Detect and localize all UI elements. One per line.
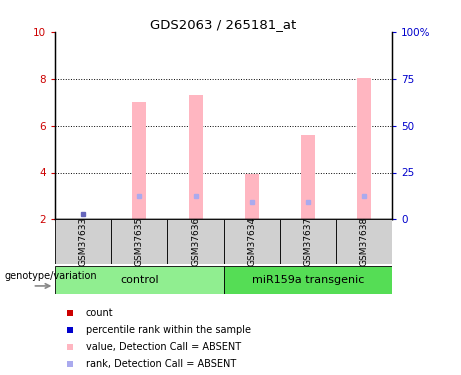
Text: GSM37633: GSM37633 <box>79 217 88 267</box>
Title: GDS2063 / 265181_at: GDS2063 / 265181_at <box>150 18 297 31</box>
Bar <box>55 219 112 264</box>
Bar <box>301 135 315 219</box>
Text: percentile rank within the sample: percentile rank within the sample <box>86 325 251 335</box>
Bar <box>357 78 371 219</box>
Bar <box>224 266 392 294</box>
Text: value, Detection Call = ABSENT: value, Detection Call = ABSENT <box>86 342 241 352</box>
Bar <box>189 95 202 219</box>
Text: miR159a transgenic: miR159a transgenic <box>252 275 364 285</box>
Bar <box>132 102 147 219</box>
Text: GSM37636: GSM37636 <box>191 217 200 267</box>
Text: GSM37638: GSM37638 <box>359 217 368 267</box>
Text: GSM37634: GSM37634 <box>247 217 256 266</box>
Bar <box>55 266 224 294</box>
Text: control: control <box>120 275 159 285</box>
Bar <box>336 219 392 264</box>
Bar <box>280 219 336 264</box>
Text: GSM37637: GSM37637 <box>303 217 312 267</box>
Text: GSM37635: GSM37635 <box>135 217 144 267</box>
Text: count: count <box>86 308 113 318</box>
Bar <box>167 219 224 264</box>
Bar <box>224 219 280 264</box>
Text: rank, Detection Call = ABSENT: rank, Detection Call = ABSENT <box>86 359 236 369</box>
Bar <box>245 174 259 219</box>
Bar <box>112 219 167 264</box>
Text: genotype/variation: genotype/variation <box>5 271 97 281</box>
